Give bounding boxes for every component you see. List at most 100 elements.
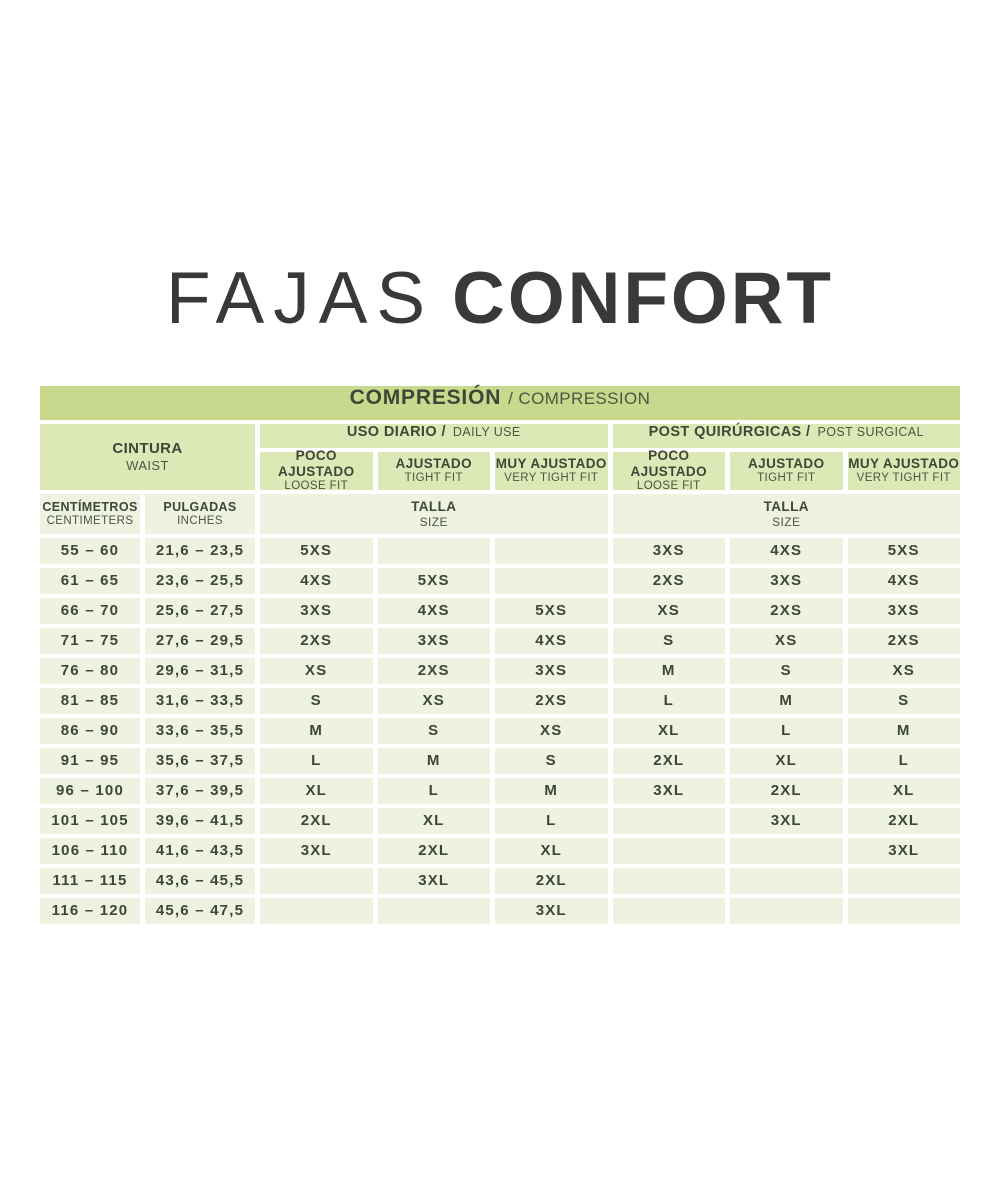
size-cell: XL xyxy=(495,838,608,864)
centimeters-label-es: CENTÍMETROS xyxy=(42,499,138,514)
size-cell: 4XS xyxy=(377,598,490,624)
size-label-en: SIZE xyxy=(419,514,448,529)
fit-label-es: MUY AJUSTADO xyxy=(848,456,960,472)
fit-label-es: POCO AJUSTADO xyxy=(630,448,707,480)
size-cell xyxy=(377,538,490,564)
size-cell: 3XL xyxy=(495,898,608,924)
size-cell: 3XL xyxy=(260,838,373,864)
inches-header: PULGADAS INCHES xyxy=(145,494,255,534)
cm-range-cell: 81 – 85 xyxy=(40,688,140,714)
waist-header: CINTURA WAIST xyxy=(40,424,255,490)
size-cell: 2XL xyxy=(495,868,608,894)
brand-name-light: FAJAS xyxy=(165,257,435,339)
cm-range-cell: 86 – 90 xyxy=(40,718,140,744)
fit-label-es: AJUSTADO xyxy=(748,456,825,472)
page-title: FAJAS CONFORT xyxy=(0,248,1000,348)
size-cell: XS xyxy=(730,628,843,654)
centimeters-header: CENTÍMETROS CENTIMETERS xyxy=(40,494,140,534)
cm-range-cell: 91 – 95 xyxy=(40,748,140,774)
size-cell: 3XS xyxy=(377,628,490,654)
size-cell: M xyxy=(260,718,373,744)
post-surgical-label-en: POST SURGICAL xyxy=(817,425,924,439)
size-cell: L xyxy=(730,718,843,744)
cm-range-cell: 66 – 70 xyxy=(40,598,140,624)
size-cell: 3XL xyxy=(612,778,725,804)
size-cell: XL xyxy=(730,748,843,774)
fit-label-en: LOOSE FIT xyxy=(284,480,349,493)
daily-use-label-es: USO DIARIO / xyxy=(346,424,446,440)
size-cell xyxy=(260,898,373,924)
daily-use-label-en: DAILY USE xyxy=(452,425,521,439)
waist-label-en: WAIST xyxy=(126,458,169,474)
inches-range-cell: 31,6 – 33,5 xyxy=(145,688,255,714)
size-cell: 4XS xyxy=(260,568,373,594)
size-cell xyxy=(730,868,843,894)
size-cell: 4XS xyxy=(730,538,843,564)
brand-name-bold: CONFORT xyxy=(452,257,835,339)
size-cell: XS xyxy=(847,658,960,684)
fit-label-en: TIGHT FIT xyxy=(757,472,816,485)
size-cell: M xyxy=(377,748,490,774)
size-cell: S xyxy=(495,748,608,774)
size-cell: XL xyxy=(377,808,490,834)
size-cell: 2XS xyxy=(495,688,608,714)
size-cell: 5XS xyxy=(377,568,490,594)
size-cell: 2XL xyxy=(847,808,960,834)
size-cell: 3XS xyxy=(612,538,725,564)
size-cell: XL xyxy=(847,778,960,804)
size-cell: 3XS xyxy=(730,568,843,594)
size-cell: XL xyxy=(260,778,373,804)
fit-header-daily-very-tight: MUY AJUSTADO VERY TIGHT FIT xyxy=(495,452,608,490)
fit-label-es: MUY AJUSTADO xyxy=(495,456,607,472)
size-cell: 5XS xyxy=(847,538,960,564)
size-cell: 2XS xyxy=(260,628,373,654)
inches-range-cell: 45,6 – 47,5 xyxy=(145,898,255,924)
size-cell: 3XL xyxy=(730,808,843,834)
fit-label-es: AJUSTADO xyxy=(395,456,472,472)
size-cell: 5XS xyxy=(260,538,373,564)
fit-header-post-loose: POCO AJUSTADO LOOSE FIT xyxy=(612,448,725,492)
inches-range-cell: 33,6 – 35,5 xyxy=(145,718,255,744)
inches-range-cell: 41,6 – 43,5 xyxy=(145,838,255,864)
size-cell xyxy=(847,868,960,894)
size-cell: L xyxy=(847,748,960,774)
inches-range-cell: 25,6 – 27,5 xyxy=(145,598,255,624)
size-label-es: TALLA xyxy=(411,498,457,514)
post-surgical-header: POST QUIRÚRGICAS / POST SURGICAL xyxy=(612,424,960,448)
size-cell: L xyxy=(612,688,725,714)
cm-range-cell: 76 – 80 xyxy=(40,658,140,684)
inches-range-cell: 21,6 – 23,5 xyxy=(145,538,255,564)
size-cell: 3XL xyxy=(847,838,960,864)
fit-header-post-very-tight: MUY AJUSTADO VERY TIGHT FIT xyxy=(847,452,960,490)
cm-range-cell: 55 – 60 xyxy=(40,538,140,564)
size-cell: XL xyxy=(612,718,725,744)
size-cell: S xyxy=(730,658,843,684)
size-cell: M xyxy=(730,688,843,714)
cm-range-cell: 96 – 100 xyxy=(40,778,140,804)
size-header-daily: TALLA SIZE xyxy=(260,494,608,534)
inches-range-cell: 37,6 – 39,5 xyxy=(145,778,255,804)
inches-range-cell: 35,6 – 37,5 xyxy=(145,748,255,774)
size-cell: 3XL xyxy=(377,868,490,894)
size-cell xyxy=(730,898,843,924)
size-cell: S xyxy=(847,688,960,714)
size-cell: XS xyxy=(495,718,608,744)
cm-range-cell: 116 – 120 xyxy=(40,898,140,924)
size-cell: L xyxy=(377,778,490,804)
cm-range-cell: 61 – 65 xyxy=(40,568,140,594)
size-cell: XS xyxy=(260,658,373,684)
fit-header-post-tight: AJUSTADO TIGHT FIT xyxy=(730,452,843,490)
size-label-es: TALLA xyxy=(763,498,809,514)
size-cell: M xyxy=(847,718,960,744)
fit-label-en: VERY TIGHT FIT xyxy=(856,472,951,485)
size-cell: 2XS xyxy=(377,658,490,684)
inches-range-cell: 39,6 – 41,5 xyxy=(145,808,255,834)
fit-label-en: LOOSE FIT xyxy=(636,480,701,493)
size-cell: L xyxy=(260,748,373,774)
size-cell xyxy=(730,838,843,864)
size-cell xyxy=(495,568,608,594)
size-cell: 2XS xyxy=(612,568,725,594)
fit-label-en: TIGHT FIT xyxy=(404,472,463,485)
size-cell: 4XS xyxy=(847,568,960,594)
size-cell: 2XL xyxy=(260,808,373,834)
